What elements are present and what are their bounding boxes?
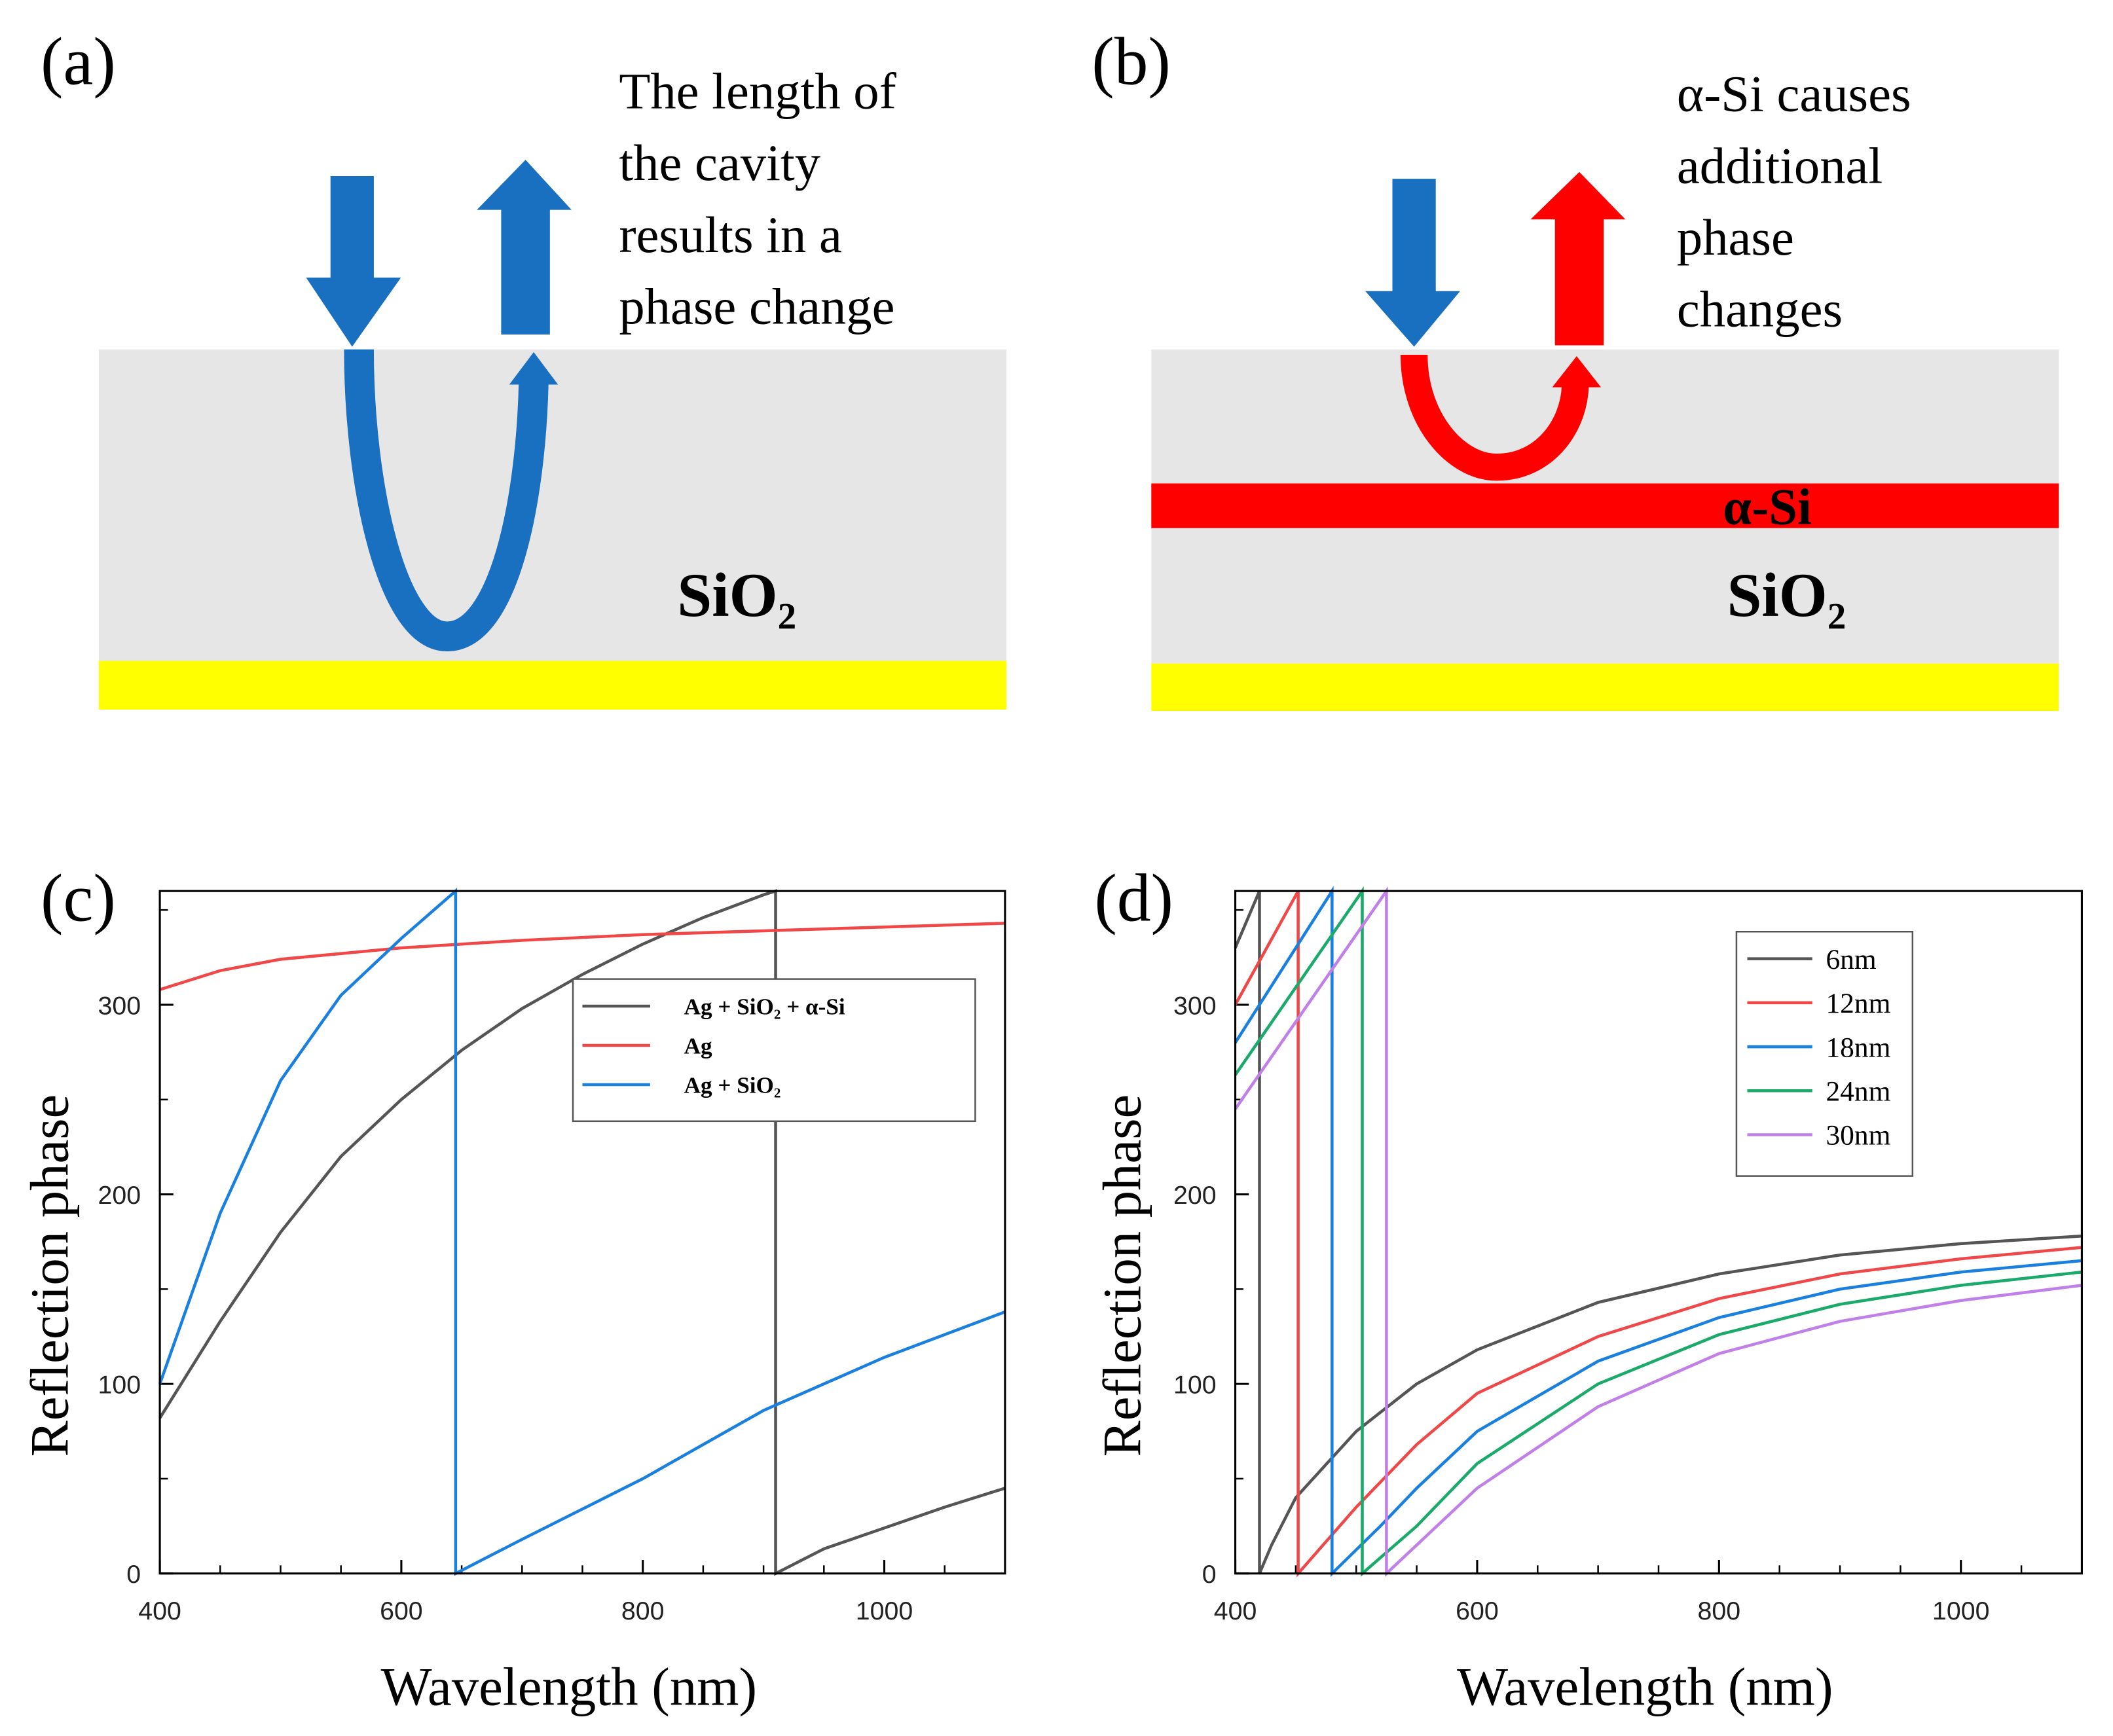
sio2-layer: [99, 349, 1006, 661]
x-tick-label: 400: [1214, 1597, 1257, 1625]
layer-label: α-Si: [1723, 479, 1812, 536]
plot-frame: [158, 890, 1006, 1575]
x-tick-label: 1000: [1932, 1597, 1989, 1625]
x-tick-label: 800: [1698, 1597, 1741, 1625]
arrow-up: [477, 160, 572, 335]
arrow-head: [509, 352, 559, 385]
y-axis-label: Reflection phase: [19, 1094, 79, 1457]
legend-label: Ag + SiO₂: [684, 1072, 781, 1098]
material-label: SiO₂: [677, 560, 796, 630]
caption-line: phase: [1677, 209, 1794, 266]
ag-layer: [1151, 663, 2059, 712]
x-tick-label: 800: [621, 1597, 665, 1625]
arrow-down: [1365, 179, 1460, 347]
plot-frame: [1234, 890, 2083, 1575]
y-tick-label: 0: [126, 1560, 141, 1589]
series-line: [1234, 890, 2082, 1578]
panel-label: (d): [1094, 861, 1173, 936]
x-tick-label: 600: [1456, 1597, 1499, 1625]
y-axis-label: Reflection phase: [1092, 1094, 1152, 1457]
legend-label: 6nm: [1826, 944, 1876, 975]
caption-line: The length of: [619, 63, 896, 120]
series-line: [1234, 886, 2082, 1577]
path-arrow: [1400, 354, 1589, 481]
x-axis-label: Wavelength (nm): [381, 1656, 758, 1716]
caption-line: changes: [1677, 281, 1843, 338]
series-line: [159, 922, 1005, 991]
caption-line: additional: [1677, 137, 1883, 194]
y-tick-label: 300: [1173, 991, 1217, 1020]
series-line: [158, 889, 1006, 1576]
x-axis-label: Wavelength (nm): [1457, 1656, 1833, 1716]
series-line: [1234, 886, 2082, 1578]
panel-label: (a): [41, 24, 116, 99]
caption-line: phase change: [619, 278, 894, 335]
y-tick-label: 200: [98, 1181, 141, 1210]
ag-layer: [99, 660, 1006, 710]
legend-label: 12nm: [1826, 988, 1890, 1019]
legend-box: [572, 978, 976, 1123]
y-tick-label: 0: [1202, 1560, 1217, 1589]
y-tick-label: 100: [98, 1371, 141, 1400]
panel-label: (c): [41, 861, 116, 936]
material-label: SiO₂: [1727, 560, 1846, 630]
arrow-head: [1552, 356, 1602, 388]
caption-line: results in a: [619, 207, 842, 264]
x-tick-label: 600: [380, 1597, 423, 1625]
path-arrow: [344, 349, 549, 652]
legend-label: 18nm: [1826, 1032, 1890, 1063]
arrow-up: [1530, 172, 1626, 346]
legend-label: Ag: [684, 1033, 712, 1058]
caption-line: the cavity: [619, 135, 820, 192]
arrow-down: [306, 175, 401, 347]
series-line: [158, 888, 1006, 1576]
y-tick-label: 100: [1173, 1371, 1217, 1400]
legend-label: 30nm: [1826, 1120, 1890, 1151]
asi-layer: [1151, 483, 2059, 528]
y-tick-label: 300: [98, 991, 141, 1020]
caption-line: α-Si causes: [1677, 66, 1911, 123]
panel-label: (b): [1092, 24, 1171, 99]
series-line: [1234, 886, 2082, 1578]
legend-label: Ag + SiO₂ + α-Si: [684, 994, 845, 1019]
legend-label: 24nm: [1826, 1076, 1890, 1107]
x-tick-label: 1000: [856, 1597, 913, 1625]
y-tick-label: 200: [1173, 1181, 1217, 1210]
x-tick-label: 400: [138, 1597, 181, 1625]
